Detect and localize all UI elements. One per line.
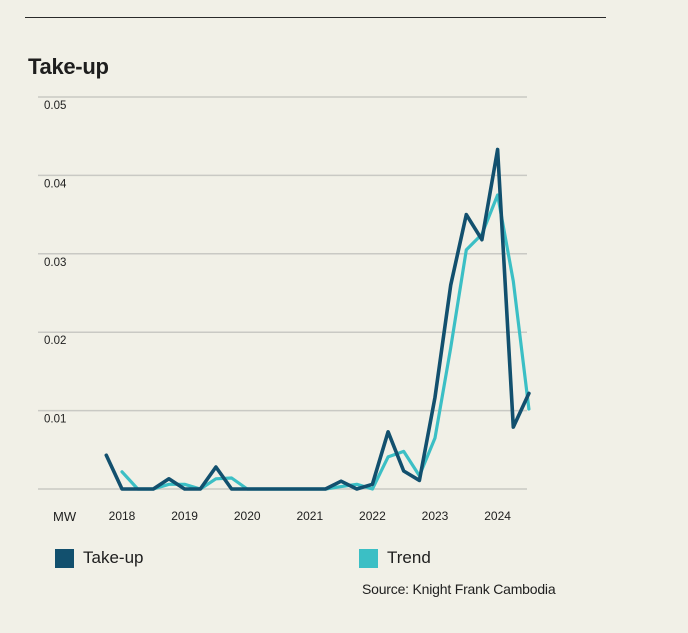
y-tick-label: 0.03 <box>44 257 66 269</box>
legend-item-trend: Trend <box>359 548 431 568</box>
legend-swatch-take-up <box>55 548 74 568</box>
x-tick-label: 2020 <box>234 509 261 523</box>
top-divider <box>25 17 606 18</box>
source-note: Source: Knight Frank Cambodia <box>362 581 556 597</box>
series-line-take-up <box>104 147 531 491</box>
y-tick-label: 0.02 <box>44 335 66 347</box>
y-tick-label: 0.04 <box>44 178 67 190</box>
x-tick-label: 2019 <box>171 509 198 523</box>
y-tick-label: 0.01 <box>44 414 66 426</box>
x-tick-label: 2022 <box>359 509 386 523</box>
x-tick-label: 2023 <box>422 509 449 523</box>
x-tick-label: 2021 <box>296 509 323 523</box>
legend-label-trend: Trend <box>387 548 431 567</box>
x-tick-label: 2024 <box>484 509 511 523</box>
legend-item-take-up: Take-up <box>55 548 143 568</box>
y-axis-unit-label: MW <box>53 509 77 524</box>
series-line-trend <box>120 193 531 491</box>
legend-swatch-trend <box>359 548 378 568</box>
y-tick-label: 0.05 <box>44 100 66 112</box>
x-tick-label: 2018 <box>109 509 136 523</box>
chart-title: Take-up <box>28 54 109 79</box>
legend-label-take-up: Take-up <box>83 548 144 567</box>
